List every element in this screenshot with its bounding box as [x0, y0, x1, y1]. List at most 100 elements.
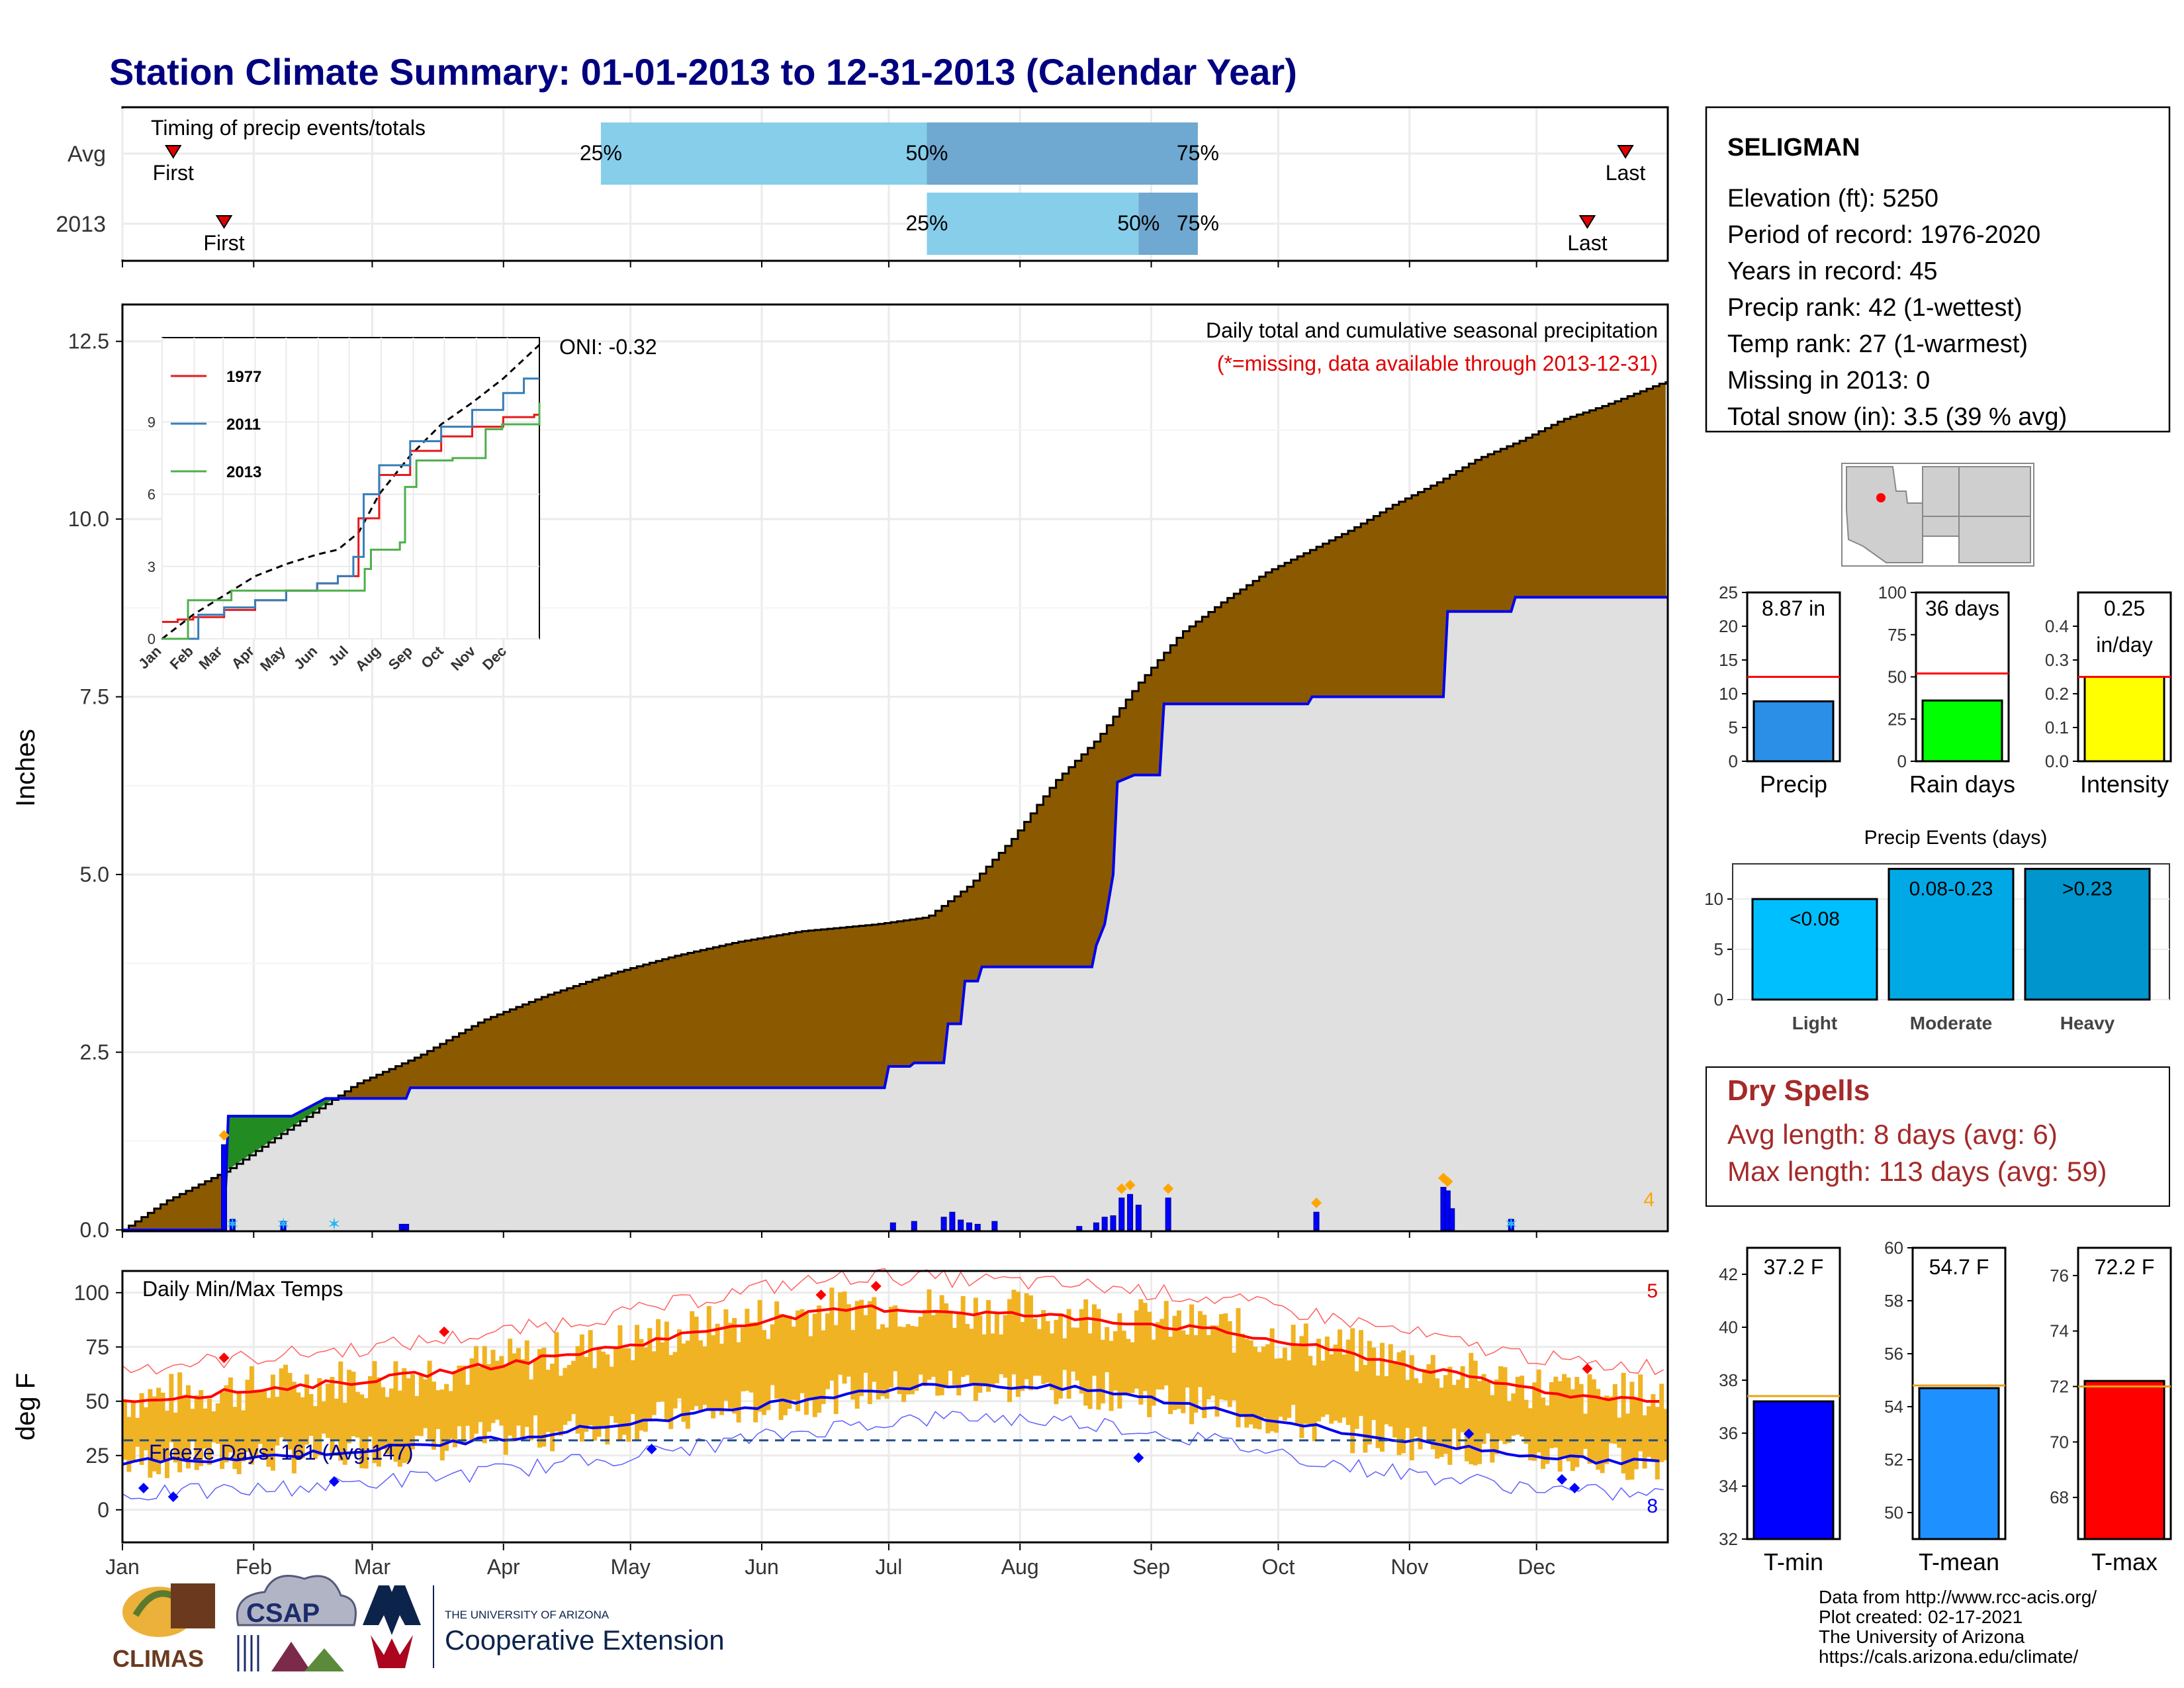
- events-ytick-label: 5: [1714, 939, 1723, 959]
- daily-temp-bar: [347, 1370, 352, 1444]
- daily-temp-bar: [232, 1407, 238, 1470]
- daily-precip-bar: [1449, 1208, 1455, 1231]
- oni-label: ONI: -0.32: [559, 335, 657, 359]
- daily-temp-bar: [1557, 1381, 1563, 1472]
- temp-title: Daily Min/Max Temps: [142, 1277, 343, 1301]
- daily-temp-bar: [621, 1348, 627, 1435]
- daily-precip-bar: [1127, 1194, 1134, 1231]
- daily-temp-bar: [1498, 1366, 1504, 1441]
- daily-temp-bar: [1583, 1413, 1588, 1449]
- record-low-marker: [646, 1443, 657, 1454]
- record-high-line: [122, 1268, 1664, 1376]
- daily-precip-bar: [991, 1221, 998, 1231]
- daily-temp-bar: [702, 1346, 707, 1405]
- record-low-marker: [1133, 1452, 1144, 1464]
- record-low-line: [122, 1411, 1664, 1501]
- daily-precip-bar: [889, 1222, 896, 1231]
- summary-ytick-label: 0: [1729, 751, 1738, 771]
- daily-temp-bar: [918, 1317, 923, 1375]
- daily-temp-bar: [986, 1299, 991, 1392]
- daily-temp-bar: [1451, 1385, 1457, 1429]
- temp-ytick-label: 0: [97, 1498, 109, 1522]
- timing-marker-label: First: [203, 231, 244, 255]
- daily-temp-bar: [211, 1411, 216, 1442]
- daily-temp-bar: [1028, 1295, 1034, 1391]
- station-location-dot: [1876, 493, 1886, 502]
- daily-temp-bar: [1274, 1358, 1279, 1433]
- daily-temp-bar: [876, 1329, 881, 1400]
- daily-temp-bar: [270, 1374, 275, 1471]
- temp-ylabel: deg F: [11, 1373, 40, 1440]
- daily-temp-bar: [1629, 1382, 1635, 1480]
- temp-panel: 0 25 50 75 100 deg F Daily Min/Max Temps Fre…: [11, 1268, 1669, 1544]
- daily-temp-bar: [1338, 1329, 1343, 1423]
- precip-panel: ✶ ✶ ✶ ✶ 0.0 2.5 5.0 7.5 10.0 12.5 Inches Daily t…: [11, 303, 1669, 1242]
- daily-temp-bar: [435, 1390, 441, 1429]
- temp-bar-label: T-max: [2091, 1548, 2158, 1575]
- snow-marker: [1116, 1183, 1127, 1194]
- station-name: SELIGMAN: [1727, 134, 1860, 162]
- credit-line-2: Plot created: 02-17-2021: [1819, 1607, 2023, 1627]
- daily-temp-bar: [300, 1397, 305, 1459]
- daily-temp-bar: [169, 1374, 174, 1442]
- daily-temp-bar: [842, 1291, 847, 1384]
- daily-temp-bar: [1553, 1376, 1559, 1448]
- daily-temp-bar: [766, 1338, 771, 1411]
- daily-temp-bar: [1502, 1367, 1508, 1444]
- inset-legend-label: 2013: [226, 463, 261, 481]
- daily-temp-bar: [749, 1322, 754, 1393]
- daily-temp-bar: [741, 1327, 745, 1391]
- daily-temp-bar: [558, 1376, 563, 1436]
- daily-temp-bar: [1041, 1310, 1046, 1384]
- daily-precip-bar: [280, 1221, 287, 1231]
- daily-temp-bar: [164, 1411, 169, 1479]
- precip-ytick-label: 5.0: [80, 863, 109, 886]
- daily-temp-bar: [1003, 1315, 1008, 1378]
- daily-temp-bar: [1253, 1346, 1258, 1429]
- daily-temp-bar: [1379, 1342, 1385, 1452]
- temp-ytick-label: 74: [2050, 1321, 2069, 1341]
- summary-ytick-label: 0.3: [2045, 650, 2069, 670]
- summary-ytick-label: 100: [1878, 583, 1907, 602]
- precip-event-label: Moderate: [1910, 1013, 1992, 1033]
- daily-temp-bar: [1460, 1366, 1465, 1432]
- daily-temp-bar: [736, 1342, 741, 1423]
- daily-temp-bar: [1214, 1325, 1220, 1417]
- daily-temp-bar: [541, 1347, 547, 1447]
- daily-temp-bar: [1308, 1356, 1313, 1427]
- daily-temp-bar: [690, 1311, 695, 1411]
- daily-temp-bar: [1303, 1323, 1308, 1424]
- daily-temp-bar: [1202, 1315, 1207, 1419]
- daily-temp-bar: [1371, 1347, 1377, 1421]
- daily-temp-bar: [287, 1373, 293, 1450]
- temp-ytick-label: 38: [1719, 1370, 1738, 1390]
- temp-ytick-label: 42: [1719, 1264, 1738, 1284]
- snow-marker: [1442, 1176, 1453, 1187]
- daily-temp-bar: [1197, 1311, 1203, 1387]
- station-info-line: Elevation (ft): 5250: [1727, 185, 1938, 212]
- daily-temp-bar: [808, 1336, 813, 1399]
- daily-temp-bar: [355, 1391, 360, 1438]
- credit-line-1: Data from http://www.rcc-acis.org/: [1819, 1587, 2097, 1607]
- daily-temp-bar: [867, 1301, 872, 1405]
- daily-temp-bar: [600, 1351, 606, 1427]
- daily-temp-bar: [1659, 1383, 1664, 1462]
- daily-temp-bar: [1515, 1376, 1520, 1435]
- daily-temp-bar: [1591, 1379, 1596, 1464]
- daily-temp-bar: [1181, 1330, 1186, 1413]
- daily-temp-bar: [1024, 1293, 1029, 1380]
- temp-value-label: 54.7 F: [1929, 1255, 1989, 1279]
- daily-temp-bar: [1532, 1382, 1537, 1461]
- daily-temp-bar: [1638, 1374, 1643, 1452]
- month-axis: Jan Feb Mar Apr May Jun Jul Aug Sep Oct Nov Dec: [105, 1544, 1555, 1579]
- station-info-line: Period of record: 1976-2020: [1727, 221, 2040, 249]
- daily-precip-bar: [1076, 1226, 1083, 1231]
- timing-pct-label: 25%: [580, 141, 622, 165]
- daily-temp-bar: [148, 1389, 153, 1478]
- daily-temp-bar: [1405, 1380, 1410, 1429]
- daily-temp-bar: [308, 1393, 314, 1436]
- daily-temp-bar: [224, 1385, 229, 1463]
- daily-temp-bar: [1469, 1352, 1474, 1465]
- daily-temp-bar: [490, 1349, 496, 1423]
- daily-temp-bar: [1320, 1360, 1326, 1417]
